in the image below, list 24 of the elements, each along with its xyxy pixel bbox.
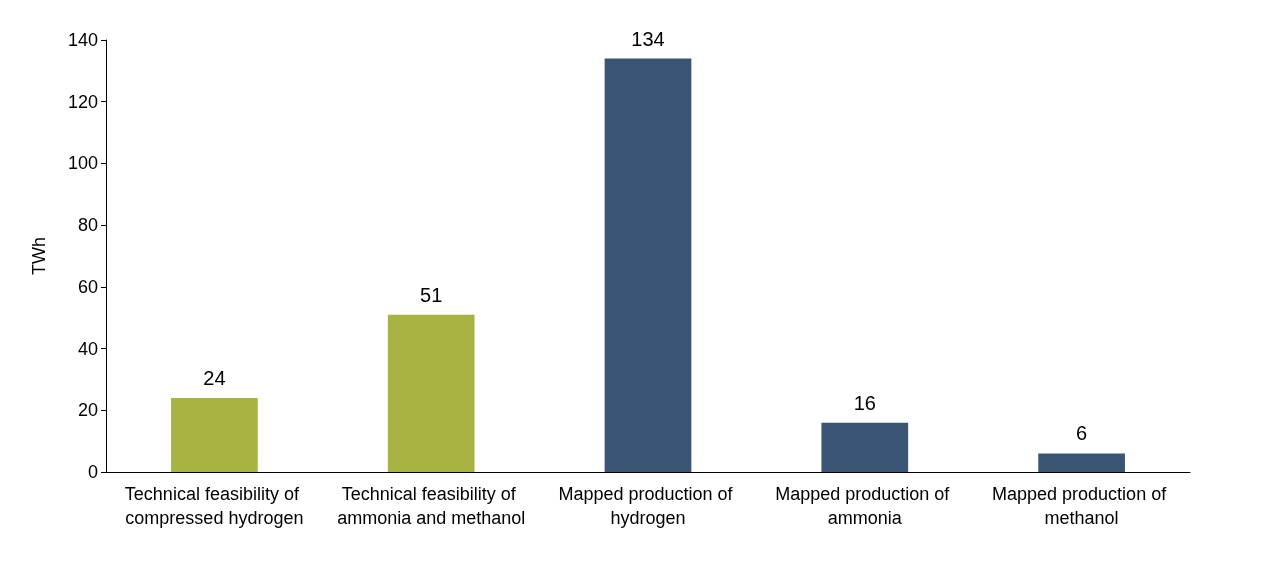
y-tick-label: 60 (77, 276, 98, 297)
bar (821, 422, 909, 472)
data-label: 134 (631, 27, 665, 50)
x-tick-label: Technical feasibility of compressed hydrogen (124, 484, 304, 528)
y-tick-label: 0 (87, 462, 98, 482)
y-tick-label: 20 (77, 400, 98, 421)
data-label: 51 (420, 283, 443, 306)
x-tick-label: Technical feasibility of ammonia and methanol (337, 484, 526, 528)
y-tick-label: 100 (67, 153, 98, 174)
data-label: 24 (203, 366, 226, 389)
x-tick-label: Mapped production of methanol (992, 484, 1172, 528)
y-tick-label: 80 (77, 215, 98, 236)
bar (171, 397, 258, 472)
x-tick-label: Mapped production of ammonia (775, 484, 955, 528)
data-label: 6 (1076, 422, 1088, 445)
bar (1038, 453, 1125, 472)
bar (604, 58, 692, 472)
x-tick-label: Mapped production of hydrogen (558, 484, 738, 528)
y-tick-label: 40 (77, 338, 98, 359)
data-label: 16 (853, 391, 876, 414)
y-tick-label: 120 (67, 91, 98, 112)
y-axis-title: TWh (29, 237, 49, 275)
y-tick-label: 140 (67, 30, 98, 50)
bar (387, 314, 475, 472)
